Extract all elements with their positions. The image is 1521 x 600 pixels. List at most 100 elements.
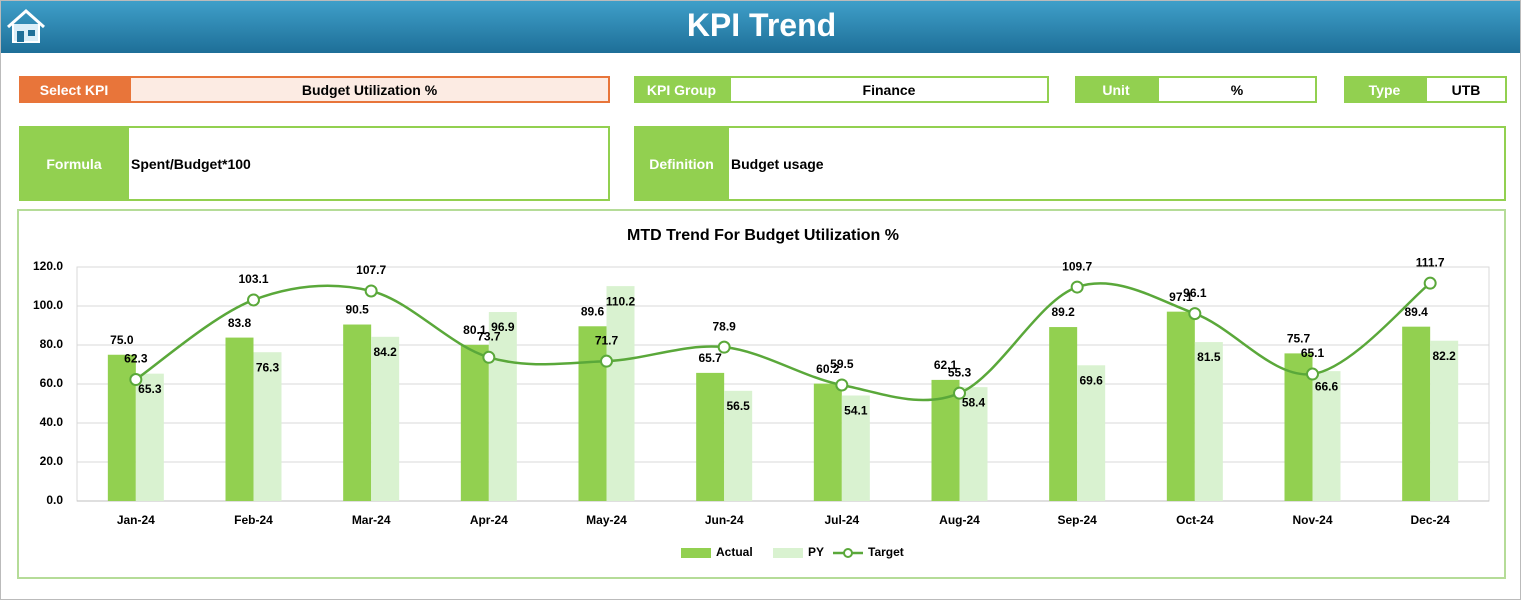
data-label: 69.6 — [1079, 373, 1103, 387]
data-label: 96.9 — [491, 320, 515, 334]
data-label: 59.5 — [830, 357, 854, 371]
y-tick-label: 100.0 — [33, 298, 63, 312]
bar — [1049, 327, 1078, 501]
line-marker — [247, 293, 260, 307]
y-tick-label: 20.0 — [40, 454, 64, 468]
y-tick-label: 40.0 — [40, 415, 64, 429]
line-marker — [1070, 280, 1084, 294]
data-label: 54.1 — [844, 404, 868, 418]
data-label: 65.3 — [138, 382, 162, 396]
line-marker — [482, 350, 496, 364]
data-label: 80.1 — [463, 323, 487, 337]
x-tick-label: Apr-24 — [470, 513, 508, 527]
line-marker — [364, 284, 378, 298]
line-marker — [835, 378, 849, 392]
field-label: Formula — [19, 126, 129, 201]
data-label: 78.9 — [712, 319, 736, 333]
data-label: 111.7 — [1416, 255, 1445, 269]
field-label: Unit — [1075, 76, 1157, 103]
data-label: 62.1 — [934, 358, 958, 372]
line-marker — [1306, 367, 1319, 381]
data-label: 96.1 — [1183, 286, 1207, 300]
bar — [841, 395, 870, 501]
x-tick-label: Oct-24 — [1176, 513, 1214, 527]
kpi-selector[interactable]: Budget Utilization % — [129, 76, 610, 103]
x-tick-label: Jan-24 — [117, 513, 155, 527]
field-value: Finance — [729, 76, 1049, 103]
data-label: 81.5 — [1197, 350, 1221, 364]
data-label: 75.7 — [1287, 332, 1311, 346]
x-tick-label: Sep-24 — [1057, 513, 1097, 527]
line-marker — [600, 354, 613, 368]
bar — [488, 312, 517, 501]
data-label: 83.8 — [228, 316, 252, 330]
legend-label: PY — [808, 545, 824, 559]
bar — [1166, 311, 1195, 501]
data-label: 56.5 — [726, 399, 750, 413]
field-value: % — [1157, 76, 1317, 103]
line-marker — [1188, 307, 1202, 321]
bar — [1430, 340, 1459, 501]
data-label: 84.2 — [373, 345, 397, 359]
bar — [813, 383, 842, 501]
y-tick-label: 80.0 — [40, 337, 64, 351]
x-tick-label: Nov-24 — [1292, 513, 1332, 527]
legend-swatch — [681, 548, 711, 558]
bar — [460, 344, 489, 501]
bar — [724, 390, 753, 501]
line-marker — [953, 386, 966, 400]
data-label: 109.7 — [1062, 259, 1092, 273]
legend-label: Target — [868, 545, 904, 559]
field-value: Spent/Budget*100 — [129, 126, 610, 201]
line-marker — [717, 340, 731, 354]
page-title: KPI Trend — [686, 7, 837, 43]
data-label: 75.0 — [110, 333, 134, 347]
line-marker — [1423, 276, 1437, 290]
field-label: Select KPI — [19, 76, 129, 103]
x-tick-label: Jul-24 — [824, 513, 859, 527]
bar — [343, 324, 372, 501]
data-label: 103.1 — [238, 272, 268, 286]
legend-swatch — [773, 548, 803, 558]
x-tick-label: Aug-24 — [939, 513, 980, 527]
data-label: 65.7 — [698, 351, 722, 365]
chart-body: MTD Trend For Budget Utilization % 0.0 20… — [33, 227, 1490, 559]
bar — [135, 373, 164, 501]
x-tick-label: Mar-24 — [352, 513, 391, 527]
field-value: UTB — [1425, 76, 1507, 103]
y-tick-label: 60.0 — [40, 376, 64, 390]
data-label: 66.6 — [1315, 379, 1339, 393]
field-label: KPI Group — [634, 76, 729, 103]
legend-label: Actual — [716, 545, 753, 559]
y-tick-label: 120.0 — [33, 259, 63, 273]
data-label: 89.2 — [1051, 305, 1075, 319]
chart: MTD Trend For Budget Utilization % 0.0 20… — [33, 227, 1490, 559]
data-label: 71.7 — [595, 333, 619, 347]
x-tick-label: May-24 — [586, 513, 627, 527]
bar — [959, 387, 988, 501]
field-label: Definition — [634, 126, 729, 201]
data-label: 110.2 — [606, 294, 636, 308]
bar — [371, 336, 400, 501]
data-label: 89.6 — [581, 304, 605, 318]
bar — [1077, 365, 1106, 501]
data-label: 55.3 — [948, 365, 972, 379]
data-label: 73.7 — [477, 329, 501, 343]
data-label: 107.7 — [356, 263, 386, 277]
line-marker — [129, 373, 143, 387]
bar — [253, 352, 282, 501]
data-label: 90.5 — [345, 303, 369, 317]
x-tick-label: Jun-24 — [705, 513, 744, 527]
chart-panel: MTD Trend For Budget Utilization % 0.0 20… — [17, 209, 1506, 579]
home-icon[interactable] — [5, 7, 47, 45]
x-tick-label: Dec-24 — [1410, 513, 1450, 527]
bar — [1194, 342, 1223, 501]
data-label: 89.4 — [1404, 305, 1428, 319]
data-label: 76.3 — [256, 360, 280, 374]
chart-title: MTD Trend For Budget Utilization % — [627, 227, 899, 244]
data-label: 58.4 — [962, 395, 986, 409]
x-tick-label: Feb-24 — [234, 513, 273, 527]
bar — [225, 337, 254, 501]
target-line — [135, 282, 1431, 402]
